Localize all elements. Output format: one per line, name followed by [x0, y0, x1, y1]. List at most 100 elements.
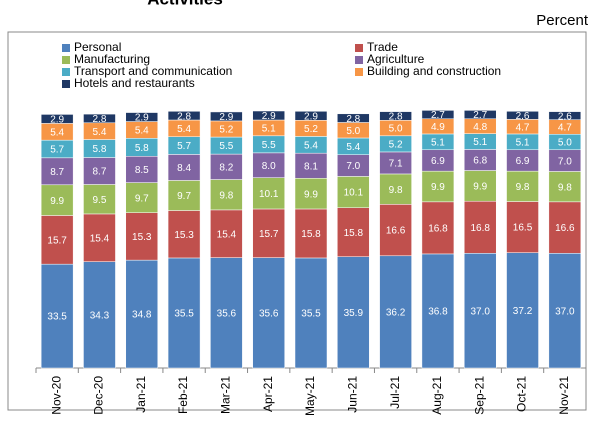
- data-label: 9.5: [93, 195, 107, 206]
- bar-segment: [379, 173, 412, 205]
- data-label: 2.9: [219, 112, 233, 123]
- plot-frame: [7, 31, 587, 411]
- x-tick-label: Jul-21: [388, 376, 402, 409]
- legend-label: Personal: [74, 40, 121, 54]
- bar-segment: [421, 110, 455, 120]
- data-label: 16.5: [513, 223, 533, 234]
- data-label: 37.2: [513, 306, 533, 317]
- data-label: 6.8: [473, 156, 487, 167]
- data-label: 5.4: [135, 126, 149, 137]
- data-label: 15.3: [132, 232, 152, 243]
- bar-segment: [548, 111, 582, 120]
- bar-segment: [421, 170, 455, 203]
- legend-label: Transport and communication: [74, 64, 232, 78]
- data-label: 4.8: [473, 122, 487, 133]
- data-label: 5.2: [304, 124, 318, 135]
- x-tick-label: Sep-21: [472, 376, 486, 415]
- data-label: 4.9: [431, 122, 445, 133]
- bar-segment: [294, 111, 328, 121]
- data-label: 37.0: [555, 306, 575, 317]
- data-label: 10.1: [344, 188, 364, 199]
- bar-segment: [83, 157, 116, 185]
- data-label: 15.4: [90, 233, 110, 244]
- data-label: 36.8: [428, 307, 448, 318]
- data-label: 9.8: [389, 185, 403, 196]
- data-label: 35.5: [301, 309, 321, 320]
- x-tick-label: Nov-20: [49, 376, 63, 415]
- data-label: 36.2: [386, 308, 406, 319]
- bar-segment: [40, 114, 74, 124]
- data-label: 2.6: [558, 111, 572, 122]
- data-label: 9.8: [516, 182, 530, 193]
- legend-label: Manufacturing: [74, 52, 150, 66]
- bar-segment: [506, 252, 539, 369]
- data-label: 5.2: [219, 125, 233, 136]
- data-label: 8.1: [304, 161, 318, 172]
- bar-segment: [83, 184, 116, 215]
- bar-segment: [167, 154, 201, 181]
- data-label: 5.4: [50, 127, 64, 138]
- data-label: 5.4: [93, 127, 107, 138]
- data-label: 16.6: [555, 223, 575, 234]
- x-tick-label: Nov-21: [557, 376, 571, 415]
- data-label: 37.0: [470, 306, 490, 317]
- data-label: 5.1: [431, 137, 445, 148]
- bar-segment: [125, 112, 159, 122]
- data-label: 2.7: [473, 110, 487, 121]
- bar-segment: [252, 152, 285, 178]
- legend-label: Hotels and restaurants: [74, 76, 195, 90]
- legend-swatch: [355, 68, 363, 76]
- bar-segment: [40, 184, 74, 216]
- x-tick-label: May-21: [303, 376, 317, 416]
- x-tick-label: Jan-21: [134, 376, 148, 413]
- data-label: 8.2: [219, 162, 233, 173]
- data-label: 5.1: [516, 137, 530, 148]
- bar-segment: [337, 256, 370, 369]
- bar-segment: [210, 257, 243, 369]
- data-label: 35.9: [344, 308, 364, 319]
- bar-segment: [167, 257, 201, 369]
- data-label: 9.9: [473, 182, 487, 193]
- bar-segment: [548, 253, 582, 369]
- bar-segment: [294, 257, 328, 369]
- x-tick-label: Mar-21: [219, 376, 233, 414]
- bar-segment: [337, 113, 370, 123]
- legend-label: Building and construction: [367, 64, 501, 78]
- data-label: 9.9: [304, 189, 318, 200]
- bar-segment: [379, 111, 412, 121]
- data-label: 9.7: [135, 193, 149, 204]
- data-label: 6.9: [431, 156, 445, 167]
- bar-segment: [506, 201, 539, 253]
- data-label: 5.0: [346, 126, 360, 137]
- bar-segment: [506, 111, 539, 120]
- data-label: 9.9: [50, 196, 64, 207]
- data-label: 2.8: [93, 114, 107, 125]
- bar-segment: [125, 259, 159, 369]
- bar-segment: [252, 177, 285, 210]
- data-label: 2.7: [431, 110, 445, 121]
- data-label: 15.4: [217, 229, 237, 240]
- bar-segment: [83, 261, 116, 369]
- data-label: 9.8: [219, 190, 233, 201]
- legend-swatch: [62, 56, 70, 64]
- bar-segment: [379, 204, 412, 257]
- legend-swatch: [62, 68, 70, 76]
- bar-segment: [337, 207, 370, 257]
- x-tick-label: Apr-21: [261, 376, 275, 412]
- x-tick-label: Feb-21: [176, 376, 190, 414]
- bar-segment: [294, 178, 328, 210]
- bar-segment: [294, 152, 328, 179]
- data-label: 5.7: [50, 145, 64, 156]
- data-label: 16.6: [386, 226, 406, 237]
- legend-swatch: [62, 44, 70, 52]
- data-label: 5.7: [177, 141, 191, 152]
- data-label: 7.0: [346, 161, 360, 172]
- bar-segment: [210, 153, 243, 180]
- x-tick-label: Dec-20: [92, 376, 106, 415]
- bar-segment: [167, 210, 201, 259]
- bar-segment: [294, 208, 328, 259]
- data-label: 2.8: [346, 114, 360, 125]
- data-label: 5.4: [346, 142, 360, 153]
- data-label: 5.1: [473, 137, 487, 148]
